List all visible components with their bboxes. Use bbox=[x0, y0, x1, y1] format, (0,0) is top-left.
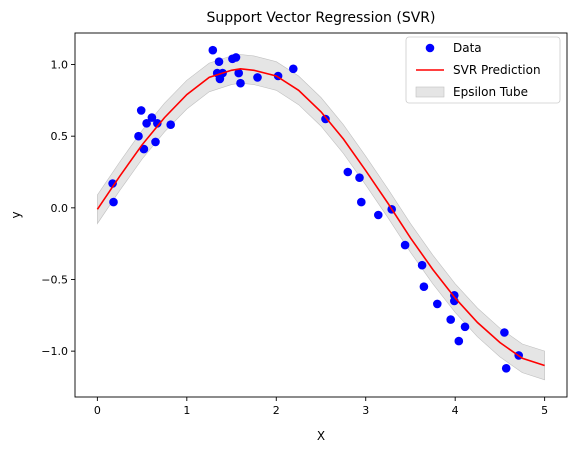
x-axis-label: X bbox=[317, 429, 325, 443]
data-point bbox=[501, 364, 511, 373]
chart-title: Support Vector Regression (SVR) bbox=[207, 10, 436, 26]
data-point bbox=[500, 328, 509, 337]
legend-label: SVR Prediction bbox=[453, 63, 541, 77]
data-point bbox=[433, 299, 442, 309]
data-point bbox=[153, 119, 162, 128]
data-point bbox=[417, 260, 427, 270]
data-point bbox=[460, 322, 470, 332]
data-point bbox=[166, 120, 175, 129]
y-tick-label: 0.5 bbox=[51, 130, 69, 143]
data-point bbox=[446, 315, 456, 324]
data-point bbox=[139, 144, 149, 154]
data-point bbox=[208, 45, 218, 55]
y-tick-label: −0.5 bbox=[41, 273, 68, 286]
data-point bbox=[136, 106, 146, 115]
axes: 0 1 2 3 4 5 −1.0 −0.5 0.0 0.5 1.0 bbox=[41, 32, 568, 417]
x-tick-label: 5 bbox=[541, 404, 548, 417]
data-point bbox=[374, 210, 383, 220]
legend-label: Epsilon Tube bbox=[453, 85, 528, 99]
data-point bbox=[343, 167, 353, 177]
data-point bbox=[109, 197, 118, 207]
data-point bbox=[231, 53, 241, 62]
x-tick-label: 4 bbox=[452, 404, 459, 417]
data-point bbox=[214, 57, 224, 66]
legend-label: Data bbox=[453, 41, 482, 55]
data-point bbox=[289, 64, 298, 74]
plot-area bbox=[96, 45, 545, 381]
data-point bbox=[355, 173, 364, 182]
legend-data-marker bbox=[425, 43, 435, 53]
legend-box bbox=[405, 36, 561, 104]
data-point bbox=[253, 73, 262, 82]
data-point bbox=[134, 131, 143, 141]
y-axis-label: y bbox=[9, 211, 23, 218]
y-tick-label: 0.0 bbox=[51, 202, 69, 215]
data-point bbox=[454, 336, 464, 346]
x-tick-label: 1 bbox=[183, 404, 190, 417]
data-point bbox=[321, 114, 330, 124]
svr-prediction-line bbox=[96, 67, 545, 367]
data-point bbox=[236, 78, 245, 88]
legend-band-marker bbox=[415, 86, 445, 98]
y-tick-label: −1.0 bbox=[41, 345, 68, 358]
data-point bbox=[400, 240, 410, 250]
epsilon-tube bbox=[97, 54, 545, 381]
data-point bbox=[419, 282, 429, 292]
data-point bbox=[234, 68, 243, 78]
x-tick-label: 3 bbox=[362, 404, 369, 417]
data-point bbox=[357, 197, 366, 207]
data-point bbox=[151, 137, 160, 147]
legend: Data SVR Prediction Epsilon Tube bbox=[405, 36, 561, 104]
data-point bbox=[142, 119, 151, 128]
axes-frame bbox=[74, 32, 568, 398]
y-tick-label: 1.0 bbox=[51, 59, 69, 72]
x-tick-label: 0 bbox=[94, 404, 101, 417]
x-tick-label: 2 bbox=[273, 404, 280, 417]
data-point bbox=[147, 113, 157, 122]
data-point bbox=[108, 179, 117, 188]
